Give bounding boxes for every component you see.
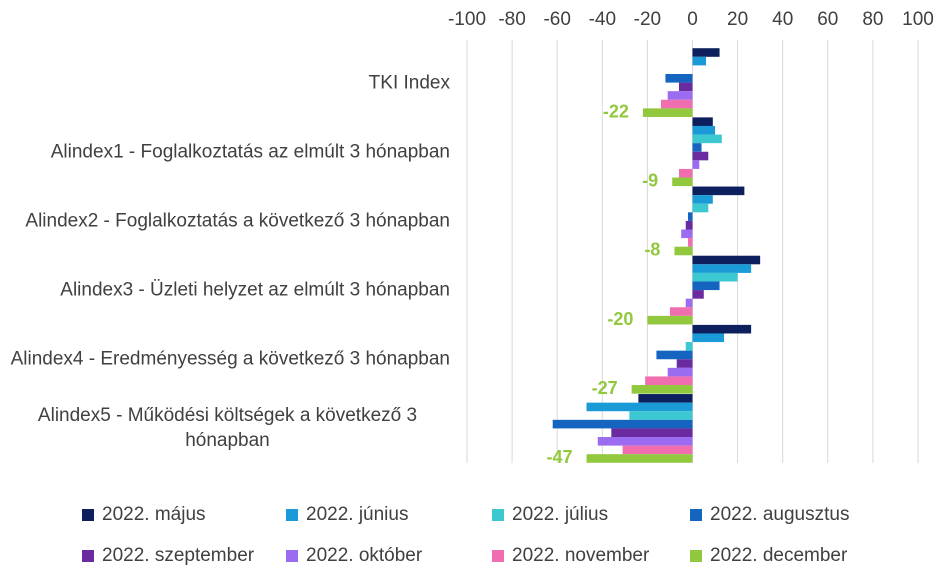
bar: [676, 359, 693, 368]
bar: [667, 91, 693, 100]
legend-swatch: [82, 509, 94, 521]
x-tick-label: 40: [772, 9, 793, 30]
bar: [672, 177, 693, 187]
x-tick-label: 60: [817, 9, 838, 30]
legend-swatch: [492, 550, 504, 562]
bar: [692, 125, 716, 135]
x-tick-label: -80: [498, 9, 525, 30]
x-tick-label: 20: [727, 9, 748, 30]
bar: [692, 203, 709, 213]
x-tick-label: -60: [543, 9, 570, 30]
bar: [692, 255, 761, 265]
bar: [692, 333, 725, 343]
bar: [586, 402, 693, 412]
bar: [685, 220, 693, 230]
bar: [622, 445, 693, 455]
legend-swatch: [690, 550, 702, 562]
legend-label: 2022. november: [512, 545, 650, 566]
legend-swatch: [82, 550, 94, 562]
data-label: -8: [644, 240, 660, 260]
legend-label: 2022. október: [306, 545, 423, 566]
legend-swatch: [492, 509, 504, 521]
bar: [692, 272, 738, 282]
x-tick-label: 100: [902, 9, 934, 30]
bar: [685, 342, 693, 351]
data-label: -22: [603, 101, 629, 121]
x-tick-label: 80: [862, 9, 883, 30]
bar: [647, 315, 693, 325]
category-label: Alindex5 - Működési költségek a következ…: [37, 405, 418, 452]
bar: [692, 134, 722, 144]
x-tick-label: -40: [589, 9, 616, 30]
data-label: -9: [642, 171, 658, 191]
bar: [692, 143, 702, 152]
legend-swatch: [286, 550, 298, 562]
bar: [692, 151, 709, 161]
legend-label: 2022. május: [102, 504, 206, 525]
bar: [660, 99, 693, 109]
bar: [692, 290, 704, 299]
bar: [642, 108, 693, 117]
category-label: Alindex4 - Eredményesség a következő 3 h…: [10, 348, 450, 370]
data-label: -47: [546, 447, 572, 467]
bar: [692, 117, 713, 126]
bar: [692, 264, 752, 273]
bar: [656, 350, 693, 360]
bar: [586, 454, 693, 463]
bar: [692, 281, 720, 291]
bar: [678, 168, 693, 178]
legend-label: 2022. július: [512, 504, 608, 525]
data-label: -27: [592, 378, 618, 398]
bar: [597, 437, 693, 446]
bar: [631, 385, 693, 394]
category-label: Alindex1 - Foglalkoztatás az elmúlt 3 hó…: [50, 141, 450, 163]
bar: [692, 48, 720, 57]
x-tick-label: -100: [448, 9, 486, 30]
legend-label: 2022. december: [710, 545, 848, 566]
legend-label: 2022. szeptember: [102, 545, 255, 566]
bar: [629, 411, 693, 420]
x-tick-label: 0: [687, 9, 698, 30]
legend-label: 2022. augusztus: [710, 504, 849, 525]
x-tick-label: -20: [634, 9, 661, 30]
bar: [552, 419, 693, 429]
data-label: -20: [607, 309, 633, 329]
legend-swatch: [690, 509, 702, 521]
bar: [645, 376, 693, 386]
legend-label: 2022. június: [306, 504, 408, 525]
bar: [687, 212, 693, 221]
bar: [638, 394, 693, 403]
bar: [692, 160, 700, 169]
legend-swatch: [286, 509, 298, 521]
category-label: Alindex2 - Foglalkoztatás a következő 3 …: [25, 210, 450, 232]
bar: [681, 229, 693, 239]
bar: [692, 324, 752, 334]
bar: [685, 298, 693, 308]
bar: [692, 195, 713, 204]
bar: [669, 307, 693, 316]
bar: [687, 238, 693, 247]
bar: [667, 367, 693, 377]
category-label: Alindex3 - Üzleti helyzet az elmúlt 3 hó…: [60, 279, 450, 301]
bar: [692, 56, 707, 66]
bar: [665, 73, 693, 83]
bar: [692, 186, 745, 196]
bar: [674, 246, 693, 256]
bar: [611, 428, 693, 438]
category-label: TKI Index: [368, 72, 450, 94]
bar: [678, 82, 693, 92]
